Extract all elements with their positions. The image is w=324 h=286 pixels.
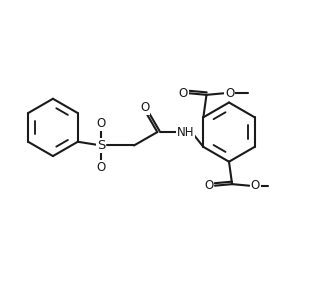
Text: O: O [251, 179, 260, 192]
Text: O: O [140, 101, 149, 114]
Text: O: O [204, 179, 214, 192]
Text: NH: NH [177, 126, 194, 139]
Text: O: O [179, 87, 188, 100]
Text: S: S [97, 139, 105, 152]
Text: O: O [97, 161, 106, 174]
Text: O: O [97, 117, 106, 130]
Text: O: O [225, 87, 235, 100]
